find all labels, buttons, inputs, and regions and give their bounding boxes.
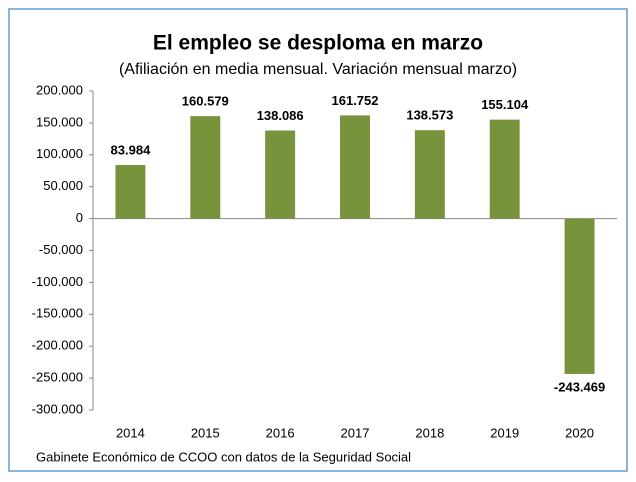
y-tick-label: -250.000: [32, 370, 83, 385]
bar: [340, 115, 370, 219]
y-tick-label: -200.000: [32, 338, 83, 353]
y-tick-label: 150.000: [36, 114, 83, 129]
bar: [564, 218, 595, 374]
chart-subtitle: (Afiliación en media mensual. Variación …: [119, 61, 517, 78]
x-tick-label: 2017: [341, 425, 370, 440]
x-tick-label: 2014: [116, 425, 145, 440]
y-tick-label: -300.000: [32, 401, 83, 416]
x-tick-label: 2020: [565, 425, 594, 440]
bar: [414, 130, 445, 219]
bar: [489, 119, 520, 219]
value-label: 83.984: [111, 142, 152, 157]
value-label: 138.086: [257, 108, 304, 123]
x-tick-label: 2016: [266, 425, 295, 440]
value-label: 161.752: [332, 93, 379, 108]
y-tick-label: 200.000: [36, 82, 83, 97]
bar: [115, 165, 146, 219]
y-tick-label: 100.000: [36, 146, 83, 161]
bar: [265, 130, 296, 219]
value-label: 138.573: [406, 108, 453, 123]
x-tick-label: 2015: [191, 425, 220, 440]
y-tick-label: -100.000: [32, 274, 83, 289]
chart-frame: [8, 8, 628, 472]
value-label: 160.579: [182, 94, 229, 109]
chart-title: El empleo se desploma en marzo: [153, 32, 483, 55]
source-note: Gabinete Económico de CCOO con datos de …: [36, 449, 411, 464]
bar: [190, 116, 221, 219]
x-tick-label: 2018: [415, 425, 444, 440]
y-tick-label: 50.000: [43, 178, 83, 193]
value-label: -243.469: [554, 379, 605, 394]
value-label: 155.104: [481, 97, 529, 112]
y-tick-label: -150.000: [32, 306, 83, 321]
x-tick-label: 2019: [490, 425, 519, 440]
y-tick-label: -50.000: [39, 242, 83, 257]
y-tick-label: 0: [76, 210, 83, 225]
